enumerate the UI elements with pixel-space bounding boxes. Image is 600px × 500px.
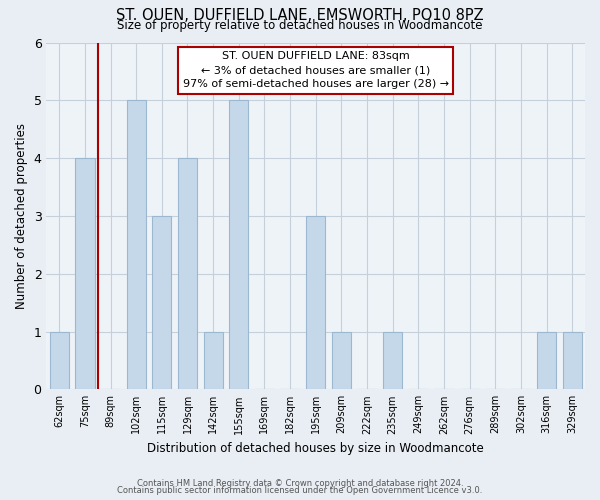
Bar bbox=[332, 332, 351, 390]
Bar bbox=[75, 158, 95, 390]
Text: ST. OUEN, DUFFIELD LANE, EMSWORTH, PO10 8PZ: ST. OUEN, DUFFIELD LANE, EMSWORTH, PO10 … bbox=[116, 8, 484, 22]
Text: Contains HM Land Registry data © Crown copyright and database right 2024.: Contains HM Land Registry data © Crown c… bbox=[137, 478, 463, 488]
Bar bbox=[229, 100, 248, 390]
Text: Contains public sector information licensed under the Open Government Licence v3: Contains public sector information licen… bbox=[118, 486, 482, 495]
Bar bbox=[383, 332, 402, 390]
Bar bbox=[537, 332, 556, 390]
Text: Size of property relative to detached houses in Woodmancote: Size of property relative to detached ho… bbox=[117, 18, 483, 32]
Bar bbox=[563, 332, 582, 390]
Bar bbox=[50, 332, 69, 390]
Bar bbox=[152, 216, 172, 390]
X-axis label: Distribution of detached houses by size in Woodmancote: Distribution of detached houses by size … bbox=[148, 442, 484, 455]
Bar bbox=[203, 332, 223, 390]
Bar bbox=[306, 216, 325, 390]
Bar bbox=[127, 100, 146, 390]
Y-axis label: Number of detached properties: Number of detached properties bbox=[15, 123, 28, 309]
Bar bbox=[178, 158, 197, 390]
Text: ST. OUEN DUFFIELD LANE: 83sqm
← 3% of detached houses are smaller (1)
97% of sem: ST. OUEN DUFFIELD LANE: 83sqm ← 3% of de… bbox=[182, 51, 449, 89]
